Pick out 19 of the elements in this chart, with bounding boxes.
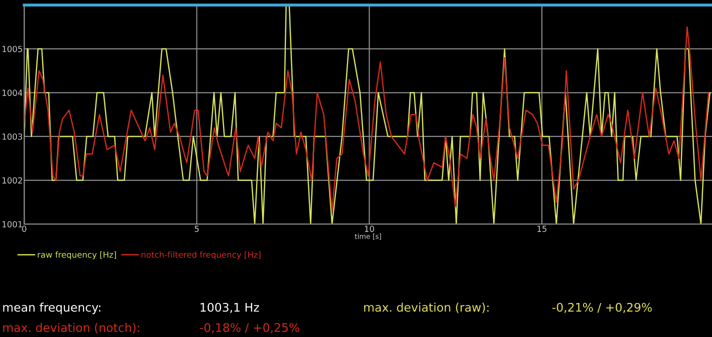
y-tick-label: 1002 <box>2 177 22 184</box>
y-tick-label: 1003 <box>2 133 22 140</box>
x-tick-label: 15 <box>537 226 546 232</box>
text: -0,18% / +0,25% <box>200 323 300 334</box>
text: 1003,1 Hz <box>200 302 259 313</box>
y-tick-label: 1001 <box>2 221 22 228</box>
line-series <box>24 5 711 224</box>
line-series <box>24 26 710 212</box>
legend-label: notch-filtered frequency [Hz] <box>142 251 261 260</box>
text: mean frequency: <box>3 302 100 314</box>
x-tick-label: 0 <box>22 226 26 232</box>
text: max. deviation (notch): <box>3 322 140 334</box>
x-tick-label: 10 <box>364 226 374 232</box>
text: -0,21% / +0,29% <box>552 302 652 313</box>
text: max. deviation (raw): <box>364 302 489 314</box>
y-tick-label: 1004 <box>2 90 22 96</box>
y-tick-label: 1005 <box>2 46 22 52</box>
legend-label: raw frequency [Hz] <box>38 251 116 260</box>
x-tick-label: 5 <box>194 226 199 232</box>
